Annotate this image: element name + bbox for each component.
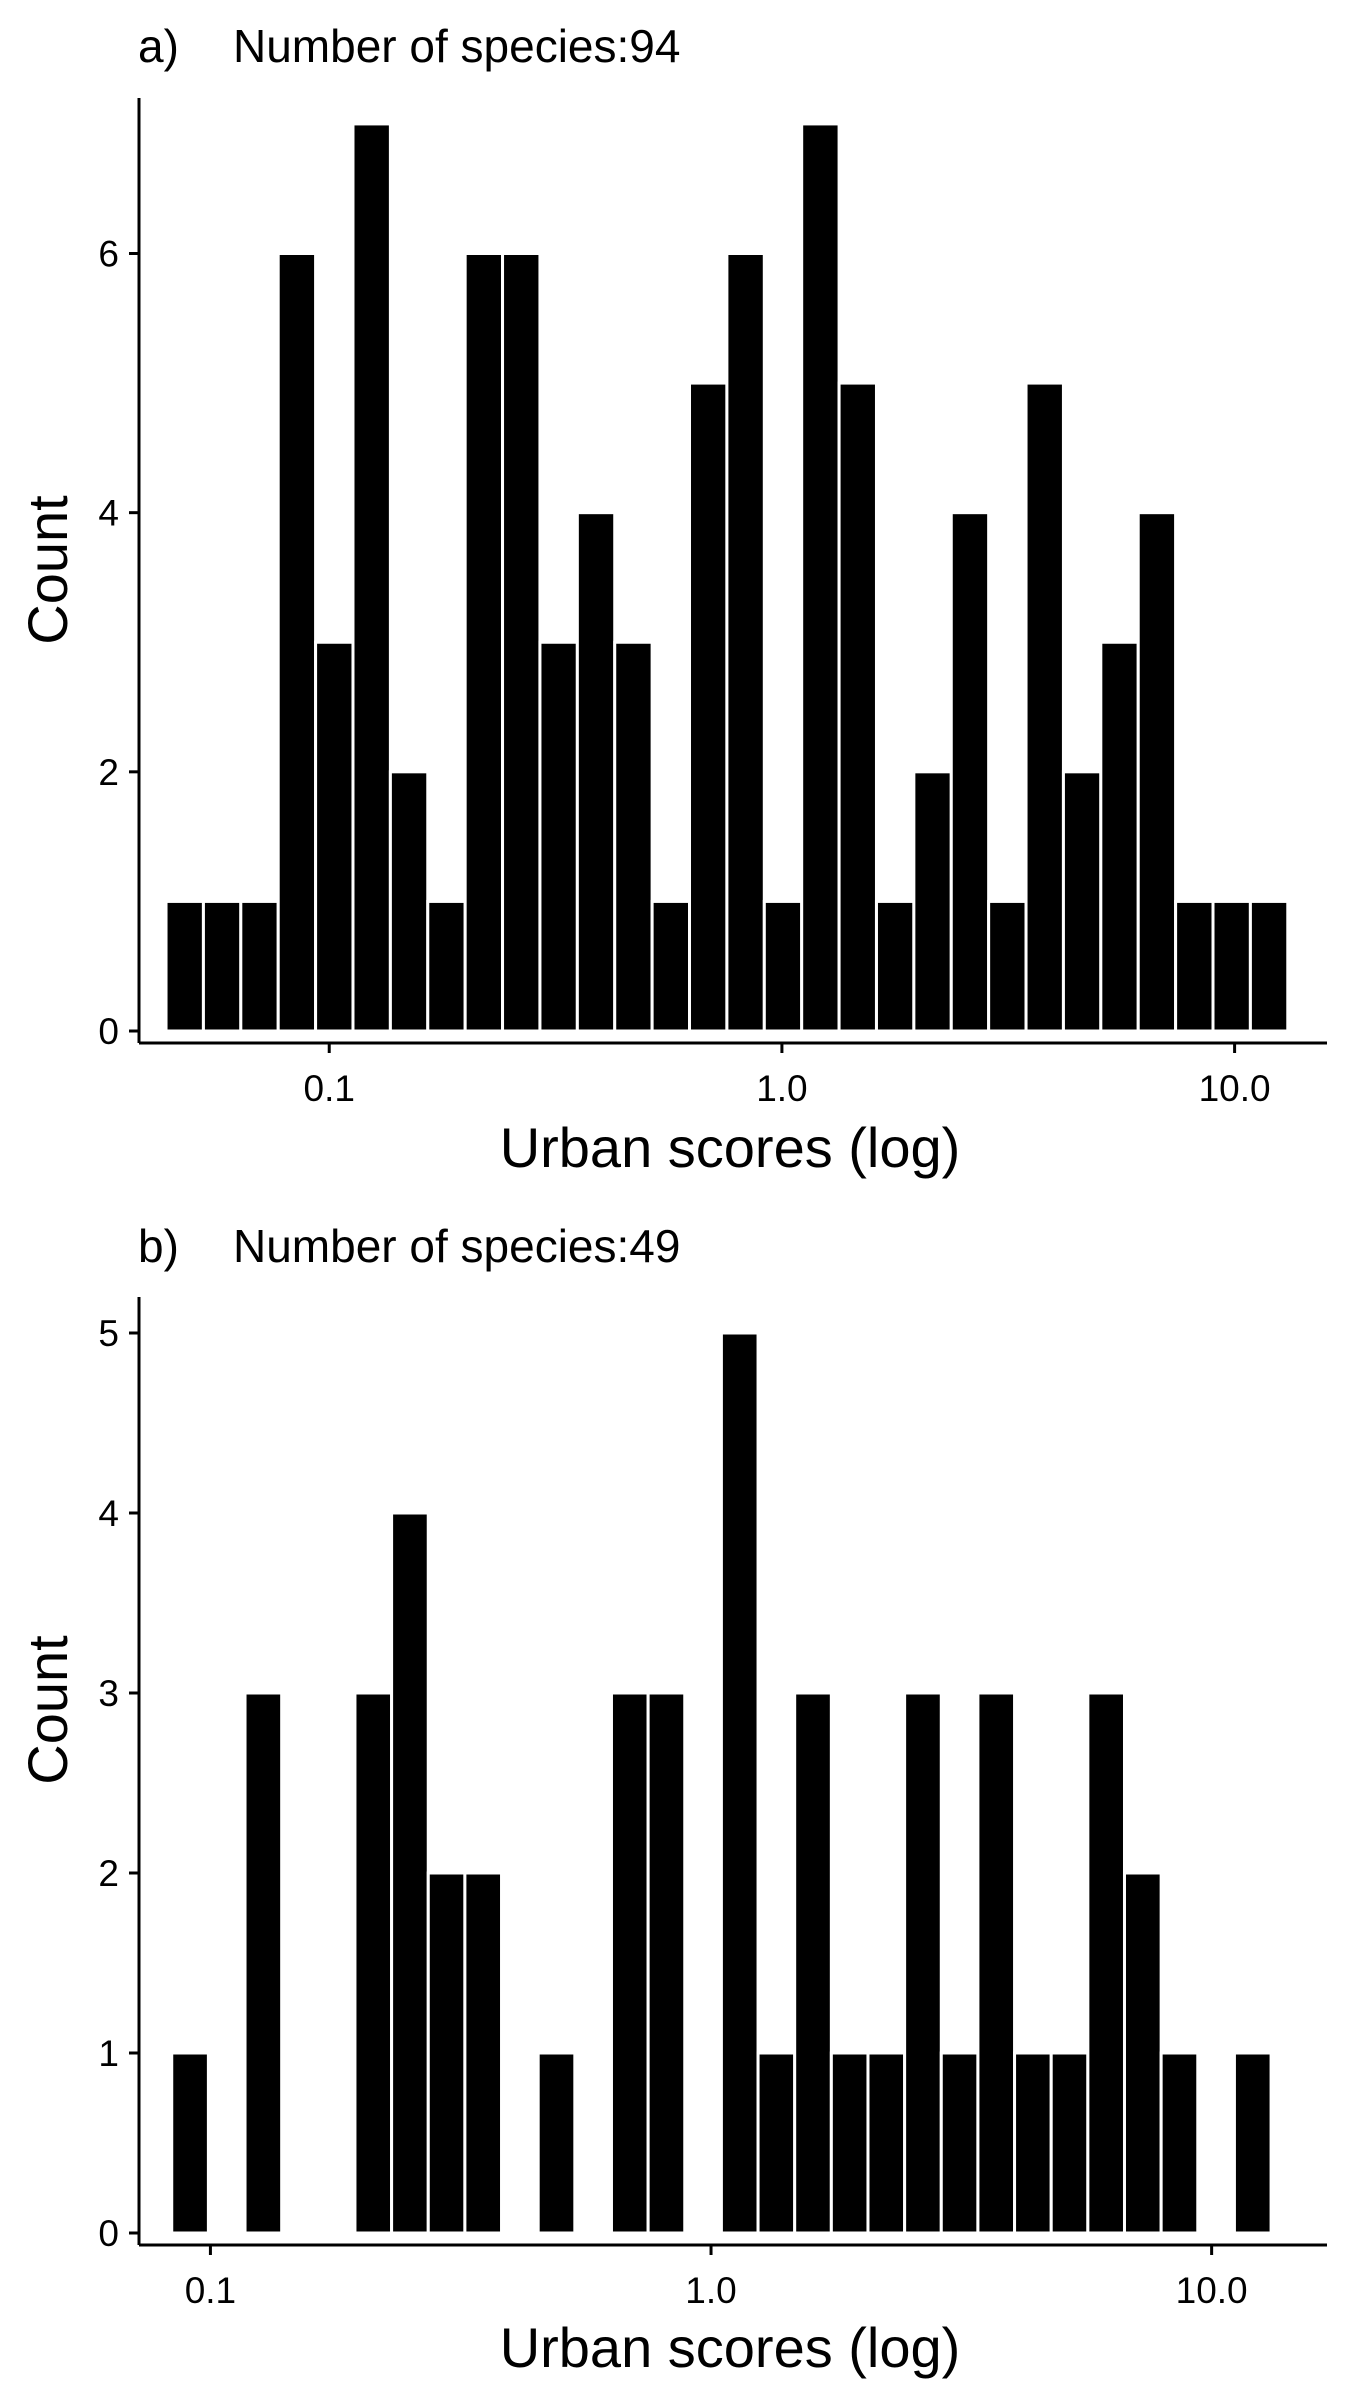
panel-b-bar bbox=[390, 1511, 430, 2235]
panel-b-tag: b) bbox=[138, 1220, 179, 1272]
panel-b-bar bbox=[756, 2051, 797, 2235]
panel-a-bar bbox=[164, 899, 205, 1033]
panel-a-bar bbox=[501, 252, 542, 1033]
panel-a-bar bbox=[1061, 770, 1103, 1033]
panel-b-bar bbox=[426, 1871, 467, 2235]
panel-b-bar bbox=[609, 1691, 650, 2235]
panel-a-y-tick-label: 2 bbox=[98, 752, 119, 793]
panel-a-bar bbox=[314, 640, 355, 1033]
panel-a-bar bbox=[912, 770, 953, 1033]
panel-a-bar bbox=[949, 511, 991, 1033]
panel-b-bar bbox=[353, 1691, 394, 2235]
panel-b-bar bbox=[170, 2051, 210, 2235]
panel-b-bar bbox=[939, 2051, 980, 2235]
panel-a-bars bbox=[164, 122, 1290, 1033]
panel-b-bar bbox=[903, 1691, 943, 2235]
panel-a-y-ticks: 0 2 4 6 bbox=[98, 234, 139, 1052]
panel-a-bar bbox=[800, 122, 841, 1033]
panel-a-bar bbox=[837, 381, 878, 1033]
panel-a-bar bbox=[388, 770, 430, 1033]
panel-a-bar bbox=[1136, 511, 1178, 1033]
panel-b: b) Number of species:49 0 1 2 3 4 5 0.1 1.0 10.… bbox=[16, 1220, 1327, 2379]
panel-b-bar bbox=[793, 1691, 833, 2235]
panel-a-bar bbox=[987, 899, 1028, 1033]
panel-b-y-tick-label: 0 bbox=[98, 2213, 119, 2254]
panel-a-bar bbox=[575, 511, 617, 1033]
panel-a-y-tick-label: 4 bbox=[98, 493, 119, 534]
panel-a-bar bbox=[874, 899, 916, 1033]
panel-a-bar bbox=[201, 899, 243, 1033]
panel-a-bar bbox=[613, 640, 654, 1033]
panel-a-x-tick-label: 1.0 bbox=[756, 1068, 807, 1109]
panel-a-bar bbox=[1211, 899, 1252, 1033]
panel-b-bar bbox=[1122, 1871, 1163, 2235]
panel-a-bar bbox=[1248, 899, 1290, 1033]
panel-a-bar bbox=[688, 381, 729, 1033]
panel-b-y-ticks: 0 1 2 3 4 5 bbox=[98, 1313, 139, 2254]
panel-a-bar bbox=[426, 899, 467, 1033]
panel-b-y-tick-label: 5 bbox=[98, 1313, 119, 1354]
panel-b-x-ticks: 0.1 1.0 10.0 bbox=[185, 2245, 1248, 2311]
panel-a-bar bbox=[351, 122, 392, 1033]
panel-b-bar bbox=[646, 1691, 687, 2235]
panel-a-bar bbox=[239, 899, 280, 1033]
panel-a-bar bbox=[1099, 640, 1140, 1033]
panel-a-tag: a) bbox=[138, 20, 179, 72]
panel-b-bar bbox=[829, 2051, 870, 2235]
panel-a-bar bbox=[1174, 899, 1215, 1033]
panel-b-x-tick-label: 0.1 bbox=[185, 2270, 236, 2311]
panel-a-x-tick-label: 0.1 bbox=[304, 1068, 355, 1109]
panel-b-x-tick-label: 10.0 bbox=[1176, 2270, 1248, 2311]
panel-a-bar bbox=[538, 640, 579, 1033]
panel-a-x-ticks: 0.1 1.0 10.0 bbox=[304, 1043, 1271, 1109]
panel-b-bars bbox=[170, 1331, 1273, 2235]
panel-a-title: Number of species:94 bbox=[233, 20, 680, 72]
panel-b-bar bbox=[719, 1331, 760, 2235]
panel-b-y-tick-label: 4 bbox=[98, 1493, 119, 1534]
panel-b-x-axis-title: Urban scores (log) bbox=[500, 2316, 961, 2379]
panel-a-bar bbox=[276, 252, 318, 1033]
panel-a-y-tick-label: 6 bbox=[98, 234, 119, 275]
panel-a-x-axis-title: Urban scores (log) bbox=[500, 1116, 961, 1179]
panel-b-y-tick-label: 2 bbox=[98, 1853, 119, 1894]
panel-a-y-tick-label: 0 bbox=[98, 1011, 119, 1052]
panel-b-bar bbox=[1159, 2051, 1200, 2235]
panel-b-bar bbox=[536, 2051, 577, 2235]
panel-a-bar bbox=[1024, 381, 1065, 1033]
panel-b-bar bbox=[463, 1871, 504, 2235]
panel-b-bar bbox=[1049, 2051, 1090, 2235]
panel-b-bar bbox=[976, 1691, 1017, 2235]
panel-b-x-tick-label: 1.0 bbox=[685, 2270, 736, 2311]
panel-b-title: Number of species:49 bbox=[233, 1220, 680, 1272]
panel-b-y-tick-label: 1 bbox=[98, 2033, 119, 2074]
panel-a-bar bbox=[463, 252, 505, 1033]
panel-a-y-axis-title: Count bbox=[16, 495, 79, 645]
panel-b-bar bbox=[866, 2051, 907, 2235]
panel-a-bar bbox=[725, 252, 766, 1033]
panel-b-y-axis-title: Count bbox=[16, 1635, 79, 1785]
panel-b-bar bbox=[1013, 2051, 1053, 2235]
panel-a-bar bbox=[650, 899, 692, 1033]
panel-b-bar bbox=[243, 1691, 284, 2235]
panel-a-x-tick-label: 10.0 bbox=[1199, 1068, 1271, 1109]
panel-a-bar bbox=[762, 899, 804, 1033]
panel-b-bar bbox=[1086, 1691, 1126, 2235]
panel-b-y-tick-label: 3 bbox=[98, 1673, 119, 1714]
panel-b-bar bbox=[1232, 2051, 1273, 2235]
